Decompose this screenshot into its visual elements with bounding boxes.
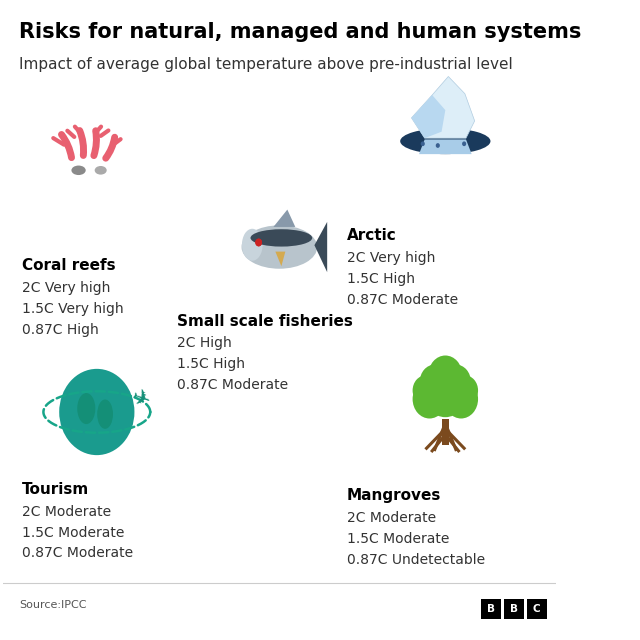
Polygon shape [275,252,285,266]
Text: 1.5C High: 1.5C High [177,357,245,371]
Text: 0.87C Moderate: 0.87C Moderate [347,292,458,307]
FancyBboxPatch shape [504,599,524,620]
Circle shape [444,380,478,419]
Text: Tourism: Tourism [22,482,90,497]
Text: B: B [487,604,495,614]
Circle shape [436,143,440,148]
Polygon shape [273,209,295,227]
Text: 2C Moderate: 2C Moderate [22,504,111,518]
Text: 0.87C Moderate: 0.87C Moderate [22,547,133,561]
Text: Arctic: Arctic [347,228,397,243]
Ellipse shape [241,225,317,269]
Text: 1.5C Moderate: 1.5C Moderate [22,525,125,540]
Polygon shape [314,222,327,272]
Text: Impact of average global temperature above pre-industrial level: Impact of average global temperature abo… [19,57,513,72]
Circle shape [462,141,466,146]
Text: C: C [532,604,540,614]
Ellipse shape [97,399,113,429]
Ellipse shape [400,128,490,154]
Circle shape [441,365,471,399]
Text: 2C Moderate: 2C Moderate [347,511,436,525]
Text: Small scale fisheries: Small scale fisheries [177,314,353,329]
Circle shape [420,365,450,399]
Polygon shape [412,76,475,138]
Circle shape [255,239,262,246]
Ellipse shape [95,166,107,175]
Polygon shape [412,95,445,138]
Text: ✈: ✈ [129,388,153,413]
Text: Coral reefs: Coral reefs [22,258,116,273]
Ellipse shape [250,229,312,246]
Polygon shape [419,140,472,154]
Text: Source:IPCC: Source:IPCC [19,600,87,611]
Text: 2C Very high: 2C Very high [347,251,435,265]
Circle shape [60,369,134,455]
Text: 2C Very high: 2C Very high [22,281,111,294]
Ellipse shape [77,393,95,424]
Text: 0.87C Undetectable: 0.87C Undetectable [347,553,485,567]
Circle shape [255,239,262,246]
Text: 1.5C Very high: 1.5C Very high [22,301,124,316]
Circle shape [413,380,447,419]
Polygon shape [442,419,449,445]
Ellipse shape [72,166,86,175]
FancyBboxPatch shape [527,599,547,620]
Text: Risks for natural, managed and human systems: Risks for natural, managed and human sys… [19,22,582,42]
Text: B: B [510,604,518,614]
FancyBboxPatch shape [481,599,501,620]
Circle shape [420,141,425,146]
Text: 1.5C High: 1.5C High [347,272,415,286]
Circle shape [452,375,478,406]
Text: 1.5C Moderate: 1.5C Moderate [347,532,449,546]
Circle shape [413,375,439,406]
Text: 0.87C Moderate: 0.87C Moderate [177,378,288,392]
Text: 0.87C High: 0.87C High [22,323,99,337]
Text: 2C High: 2C High [177,337,232,351]
Circle shape [424,367,467,417]
Circle shape [428,355,462,394]
Text: Mangroves: Mangroves [347,488,441,503]
Ellipse shape [242,228,262,260]
